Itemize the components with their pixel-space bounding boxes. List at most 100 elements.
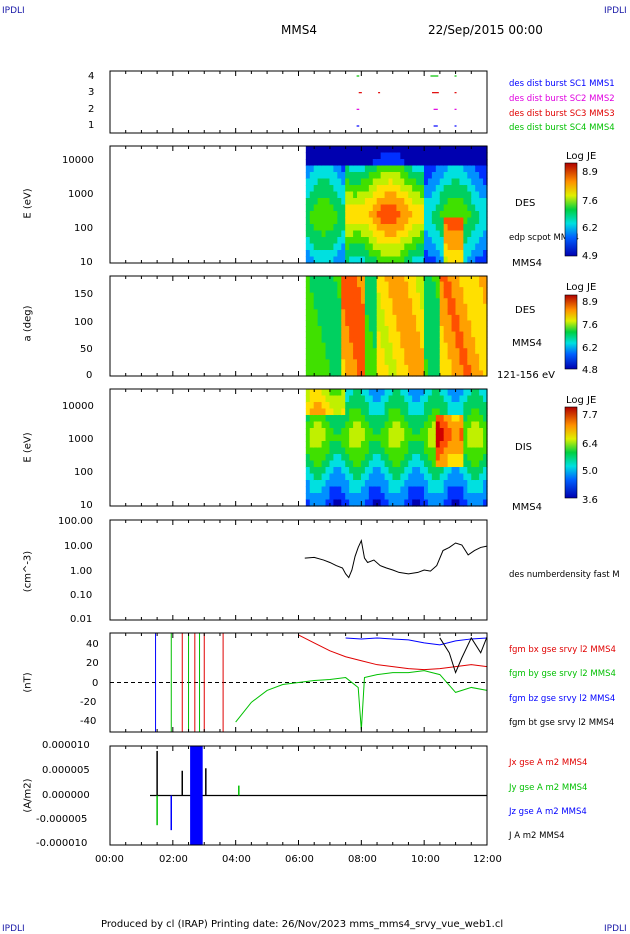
des-energy-cell xyxy=(483,217,488,225)
dis-energy-cell xyxy=(388,421,394,429)
dis-energy-cell xyxy=(479,395,484,403)
dis-energy-cell xyxy=(479,389,484,397)
des-energy-cell xyxy=(345,191,350,199)
des-pitch-cell xyxy=(349,337,354,344)
des-pitch-cell xyxy=(475,348,480,355)
dis-energy-cell xyxy=(333,499,338,507)
dis-energy-cell xyxy=(337,408,342,416)
dis-energy-cell xyxy=(423,460,429,468)
des-energy-cell xyxy=(341,256,346,264)
des-energy-cell xyxy=(416,178,421,186)
des-pitch-cell xyxy=(384,342,390,349)
dis-energy-cell xyxy=(376,389,382,397)
des-energy-cell xyxy=(388,204,394,212)
dis-energy-cell xyxy=(455,460,461,468)
dis-energy-cell xyxy=(368,486,374,494)
des-energy-cell xyxy=(376,146,382,154)
dis-energy-cell xyxy=(384,467,390,475)
des-pitch-cell xyxy=(317,331,323,338)
des-pitch-cell xyxy=(349,276,354,283)
des-pitch-cell xyxy=(408,320,413,327)
des-energy-cell xyxy=(443,224,449,232)
des-energy-cell xyxy=(321,146,327,154)
dis-energy-cell xyxy=(404,447,409,455)
des-pitch-cell xyxy=(345,370,350,377)
des-pitch-cell xyxy=(305,348,311,355)
des-pitch-cell xyxy=(459,314,464,322)
des-energy-cell xyxy=(360,237,366,245)
des-pitch-cell xyxy=(388,309,394,316)
des-energy-cell xyxy=(384,256,390,264)
des-pitch-cell xyxy=(435,326,441,333)
des-energy-cell xyxy=(305,256,311,264)
des-energy-cell xyxy=(337,165,342,173)
dis-energy-cell xyxy=(423,421,429,429)
dis-energy-cell xyxy=(329,428,334,436)
des-energy-cell xyxy=(357,159,362,167)
des-pitch-cell xyxy=(475,353,480,360)
dis-energy-cell xyxy=(412,460,417,468)
dis-energy-cell xyxy=(380,473,386,481)
des-pitch-cell xyxy=(353,309,358,316)
dis-energy-cell xyxy=(471,473,476,481)
dis-energy-cell xyxy=(305,408,311,416)
dis-energy-cell xyxy=(423,486,429,494)
des-energy-cell xyxy=(447,217,453,225)
des-pitch-cell xyxy=(463,353,468,360)
des-energy-cell xyxy=(372,165,378,173)
des-pitch-cell xyxy=(337,370,342,377)
des-energy-cell xyxy=(408,230,413,238)
des-pitch-cell xyxy=(431,370,437,377)
des-pitch-cell xyxy=(392,287,398,294)
des-pitch-cell xyxy=(408,337,413,344)
des-energy-cell xyxy=(329,172,334,180)
des-pitch-cell xyxy=(404,370,409,377)
des-pitch-cell xyxy=(475,276,480,283)
dis-energy-cell xyxy=(455,480,461,488)
des-pitch-cell xyxy=(325,314,331,322)
des-energy-cell xyxy=(305,211,311,219)
des-energy-cell xyxy=(388,250,394,258)
des-pitch-cell xyxy=(427,320,433,327)
des-energy-cell xyxy=(353,204,358,212)
des-energy-cell xyxy=(408,178,413,186)
des-pitch-cell xyxy=(325,359,331,366)
des-energy-cell xyxy=(455,230,461,238)
dis-energy-cell xyxy=(396,408,401,416)
des-energy-cell xyxy=(353,198,358,206)
des-pitch-cell xyxy=(337,359,342,366)
des-pitch-cell xyxy=(412,298,417,305)
des-pitch-cell xyxy=(357,276,362,283)
dis-energy-cell xyxy=(408,441,413,449)
dis-energy-cell xyxy=(471,415,476,423)
des-energy-cell xyxy=(416,230,421,238)
des-energy-cell xyxy=(475,172,480,180)
dis-energy-cell xyxy=(341,493,346,501)
dis-energy-cell xyxy=(357,421,362,429)
des-pitch-cell xyxy=(416,320,421,327)
des-pitch-cell xyxy=(408,359,413,366)
cur-tick-5: -0.000010 xyxy=(36,838,88,849)
des-energy-cell xyxy=(475,224,480,232)
dis-energy-cell xyxy=(479,493,484,501)
dis-energy-cell xyxy=(329,493,334,501)
des-energy-cell xyxy=(439,172,445,180)
des-pitch-cell xyxy=(435,287,441,294)
des-pitch-cell xyxy=(396,292,401,299)
dis-energy-cell xyxy=(309,428,315,436)
des-pitch-cell xyxy=(463,303,468,310)
des-pitch-cell xyxy=(329,370,334,377)
des-pitch-cell xyxy=(451,353,457,360)
des-pitch-cell xyxy=(479,309,484,316)
cur-tick-3: 0.000000 xyxy=(42,790,90,801)
des-energy-cell xyxy=(463,211,468,219)
des-energy-cell xyxy=(333,172,338,180)
des-energy-cell xyxy=(423,230,429,238)
des-energy-cell xyxy=(400,237,405,245)
des-pitch-cell xyxy=(329,326,334,333)
des-pitch-cell xyxy=(364,320,370,327)
dis-energy-cell xyxy=(305,415,311,423)
des-pitch-cell xyxy=(408,298,413,305)
des-pitch-cell xyxy=(329,331,334,338)
des-pitch-cell xyxy=(388,298,394,305)
